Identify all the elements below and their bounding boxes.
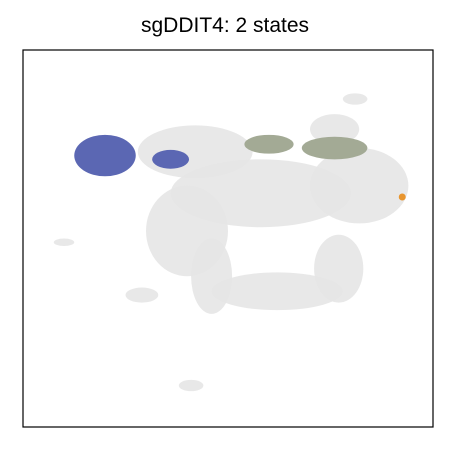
highlight-point-1 bbox=[398, 193, 406, 201]
state-cells-layer bbox=[74, 134, 406, 201]
background-cell-cluster-7 bbox=[310, 148, 409, 224]
state-2-cluster-1 bbox=[244, 134, 294, 154]
chart-title: sgDDIT4: 2 states bbox=[140, 14, 310, 37]
plot-frame bbox=[22, 49, 434, 428]
background-cell-cluster-10 bbox=[53, 238, 75, 247]
background-cell-cluster-5 bbox=[211, 272, 343, 311]
background-cell-cluster-9 bbox=[125, 287, 159, 303]
background-cells-layer bbox=[53, 93, 409, 392]
background-cell-cluster-8 bbox=[310, 114, 360, 145]
state-2-cluster-2 bbox=[301, 136, 368, 160]
background-cell-cluster-11 bbox=[178, 379, 204, 392]
background-cell-cluster-6 bbox=[314, 234, 364, 303]
state-1-cluster-1 bbox=[74, 134, 136, 177]
state-1-cluster-2 bbox=[152, 149, 190, 169]
background-cell-cluster-12 bbox=[342, 93, 368, 105]
